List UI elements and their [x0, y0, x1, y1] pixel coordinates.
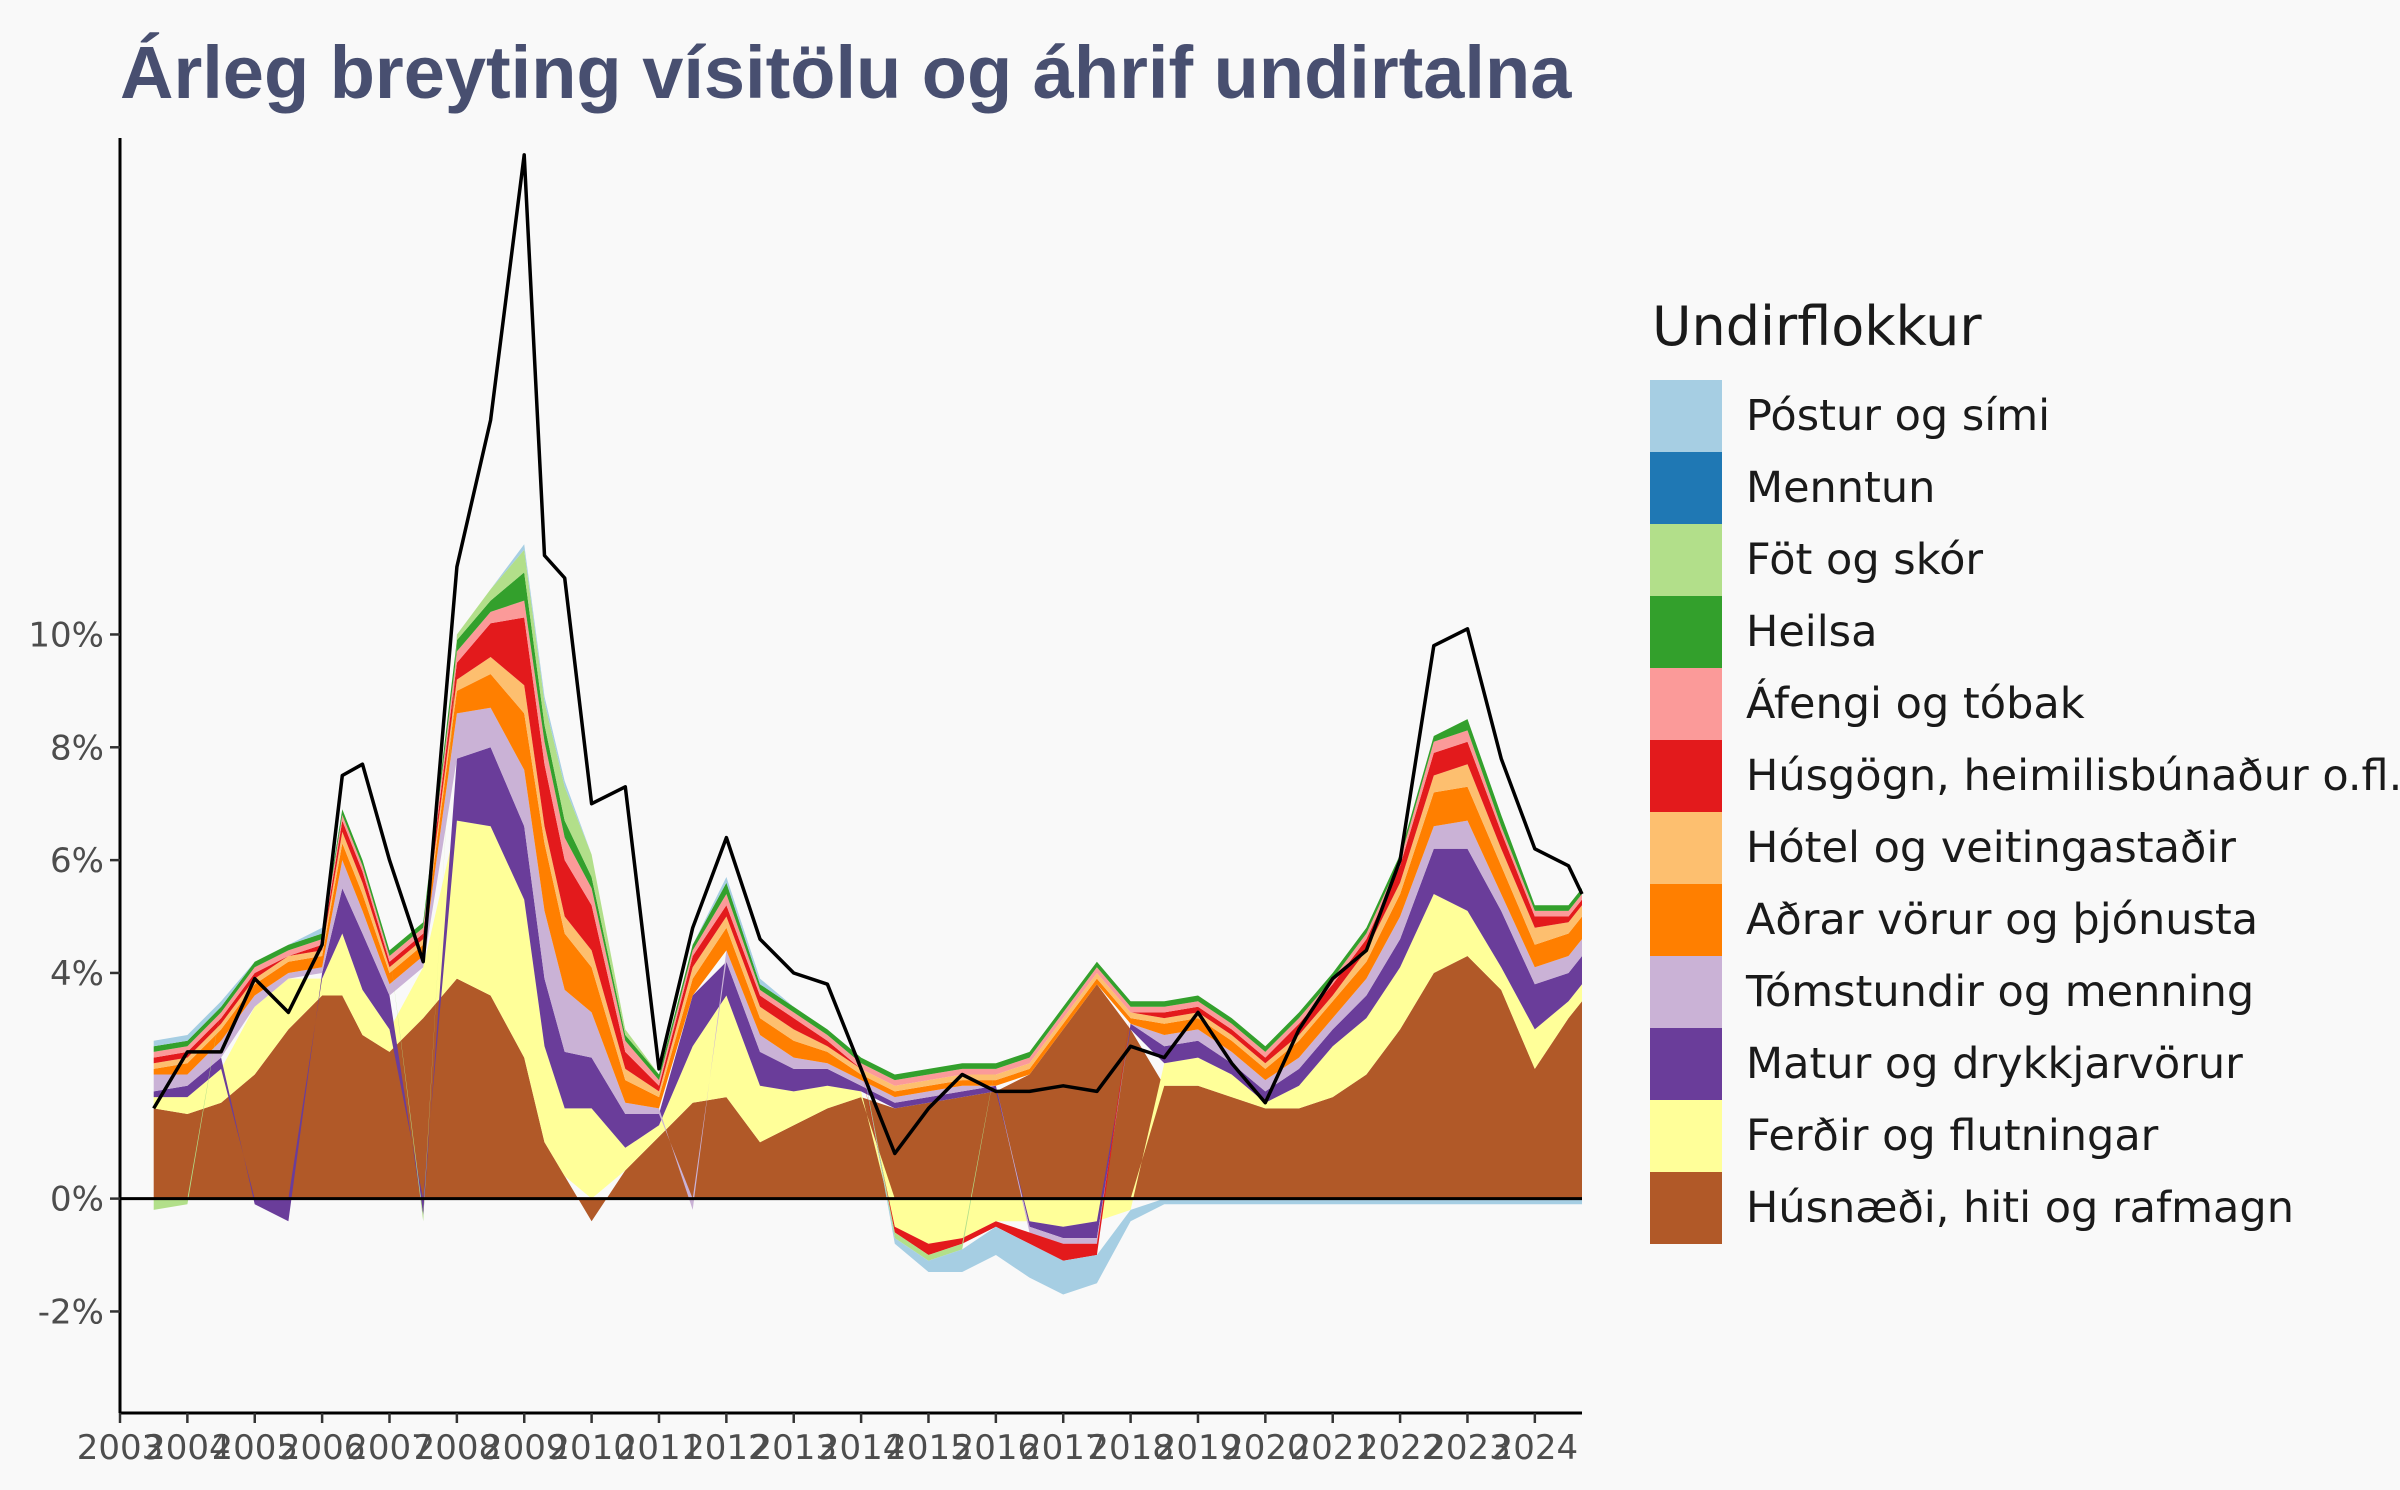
legend-swatch [1650, 812, 1722, 884]
legend-item-menntun: Menntun [1650, 452, 2400, 524]
legend-label: Heilsa [1746, 607, 1878, 657]
x-tick-label: 2018 [1087, 1428, 1174, 1468]
x-tick-label: 2020 [1222, 1428, 1309, 1468]
x-tick-label: 2015 [885, 1428, 972, 1468]
legend-label: Aðrar vörur og þjónusta [1746, 895, 2259, 945]
x-tick-label: 2006 [279, 1428, 366, 1468]
x-tick-label: 2021 [1289, 1428, 1376, 1468]
y-tick-label: 0% [50, 1180, 104, 1220]
x-tick-label: 2023 [1424, 1428, 1511, 1468]
area-series-group [153, 544, 1583, 1295]
legend-item-postur-og-simi: Póstur og sími [1650, 380, 2400, 452]
legend-swatch [1650, 596, 1722, 668]
x-tick-label: 2022 [1357, 1428, 1444, 1468]
x-tick-label: 2016 [953, 1428, 1040, 1468]
legend-label: Áfengi og tóbak [1746, 679, 2085, 729]
legend-swatch [1650, 1028, 1722, 1100]
total-line-group [152, 153, 1584, 1156]
x-tick-label: 2005 [211, 1428, 298, 1468]
y-tick-label: 8% [50, 728, 104, 768]
legend-swatch [1650, 884, 1722, 956]
legend-swatch [1650, 1100, 1722, 1172]
legend-item-fer-ir-og-flutningar: Ferðir og flutningar [1650, 1100, 2400, 1172]
chart-title: Árleg breyting vísitölu og áhrif undirta… [120, 31, 1572, 114]
legend-label: Menntun [1746, 463, 1936, 513]
legend-items: Póstur og sími Menntun Föt og skór Heilsa Áf… [1650, 380, 2400, 1244]
legend-item-a-rar-vorur-og-jonusta: Aðrar vörur og þjónusta [1650, 884, 2400, 956]
legend-item-fot-og-skor: Föt og skór [1650, 524, 2400, 596]
x-tick-label: 2014 [818, 1428, 905, 1468]
x-tick-label: 2009 [481, 1428, 568, 1468]
y-tick-label: 10% [28, 615, 104, 655]
legend-swatch [1650, 956, 1722, 1028]
area-husn-i-hiti-og-rafmagn [153, 956, 1583, 1222]
legend-swatch [1650, 1172, 1722, 1244]
legend-swatch [1650, 452, 1722, 524]
legend-item-husn-i-hiti-og-rafmagn: Húsnæði, hiti og rafmagn [1650, 1172, 2400, 1244]
legend-item-afengi-og-tobak: Áfengi og tóbak [1650, 668, 2400, 740]
legend-swatch [1650, 668, 1722, 740]
x-tick-label: 2008 [414, 1428, 501, 1468]
x-tick-label: 2024 [1492, 1428, 1579, 1468]
legend-label: Ferðir og flutningar [1746, 1111, 2159, 1161]
legend-label: Húsnæði, hiti og rafmagn [1746, 1183, 2294, 1233]
x-tick-label: 2013 [750, 1428, 837, 1468]
x-tick-label: 2010 [548, 1428, 635, 1468]
x-tick-label: 2011 [616, 1428, 703, 1468]
legend: Undirflokkur Póstur og sími Menntun Föt og… [1650, 295, 2400, 1244]
y-tick-label: -2% [38, 1292, 104, 1332]
x-tick-label: 2003 [77, 1428, 164, 1468]
x-tick-label: 2007 [346, 1428, 433, 1468]
area-matur-og-drykkjarvorur [153, 747, 1583, 1239]
x-tick-label: 2012 [683, 1428, 770, 1468]
legend-title: Undirflokkur [1652, 295, 1982, 358]
x-axis-ticks: 2003200420052006200720082009201020112012… [77, 1413, 1578, 1468]
legend-label: Hótel og veitingastaðir [1746, 823, 2236, 873]
legend-swatch [1650, 740, 1722, 812]
total-index-line [152, 153, 1584, 1156]
legend-label: Póstur og sími [1746, 391, 2051, 441]
legend-label: Húsgögn, heimilisbúnaður o.fl. [1746, 751, 2400, 801]
legend-label: Föt og skór [1746, 535, 1984, 585]
x-tick-label: 2004 [144, 1428, 231, 1468]
legend-item-heilsa: Heilsa [1650, 596, 2400, 668]
legend-label: Matur og drykkjarvörur [1746, 1039, 2243, 1089]
y-tick-label: 4% [50, 954, 104, 994]
legend-swatch [1650, 524, 1722, 596]
legend-item-matur-og-drykkjarvorur: Matur og drykkjarvörur [1650, 1028, 2400, 1100]
x-tick-label: 2017 [1020, 1428, 1107, 1468]
legend-item-tomstundir-og-menning: Tómstundir og menning [1650, 956, 2400, 1028]
legend-item-husgogn-heimilisbuna-ur-o-fl: Húsgögn, heimilisbúnaður o.fl. [1650, 740, 2400, 812]
legend-label: Tómstundir og menning [1746, 967, 2255, 1017]
area-fer-ir-og-flutningar [153, 820, 1583, 1244]
legend-item-hotel-og-veitingasta-ir: Hótel og veitingastaðir [1650, 812, 2400, 884]
legend-swatch [1650, 380, 1722, 452]
y-tick-label: 6% [50, 841, 104, 881]
y-axis-ticks: -2% 0% 4% 6% 8% 10% [28, 615, 120, 1332]
stacked-area-chart: -2%0%4%6%8%10% 2003200420052006200720082… [28, 138, 1584, 1468]
x-tick-label: 2019 [1155, 1428, 1242, 1468]
